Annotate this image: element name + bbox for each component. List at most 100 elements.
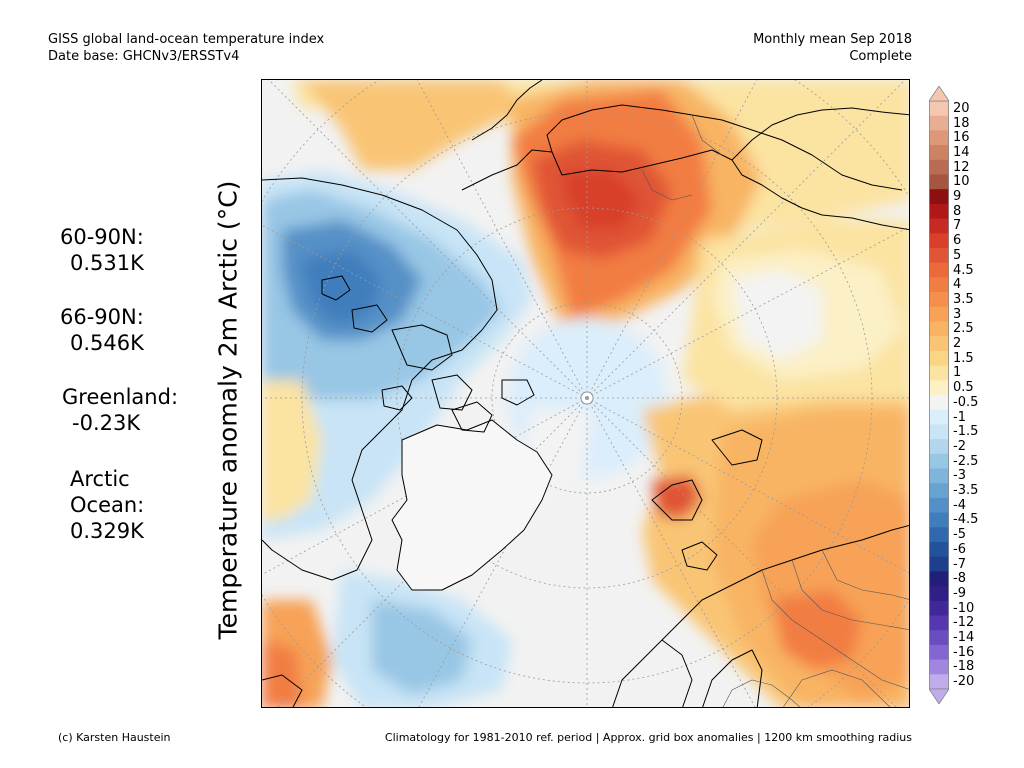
colorbar-swatch — [929, 615, 949, 631]
colorbar-swatch — [929, 233, 949, 249]
colorbar-tick-label: 14 — [953, 144, 970, 160]
colorbar-swatch — [929, 453, 949, 469]
colorbar-swatch — [929, 659, 949, 675]
colorbar-swatch — [929, 189, 949, 205]
colorbar-tick-label: -9 — [953, 585, 966, 601]
stat-label: Arctic Ocean: — [70, 467, 145, 517]
colorbar-swatch — [929, 512, 949, 528]
stat-value: 0.546K — [70, 331, 144, 355]
colorbar-swatch — [929, 218, 949, 234]
colorbar-tick-label: 2.5 — [953, 321, 974, 337]
colorbar-tick-label: -1 — [953, 409, 966, 425]
colorbar-tick-label: -1.5 — [953, 424, 979, 440]
stat-greenland: Greenland: -0.23K — [62, 384, 178, 436]
colorbar-swatch — [929, 556, 949, 572]
colorbar-swatch — [929, 600, 949, 616]
colorbar-swatch — [929, 409, 949, 425]
colorbar-swatch — [929, 350, 949, 366]
colorbar-tick-label: -4.5 — [953, 512, 979, 528]
data-base-label: Date base: GHCNv3/ERSSTv4 — [48, 49, 240, 64]
stat-value: -0.23K — [72, 411, 141, 435]
colorbar-tick-label: 9 — [953, 189, 962, 205]
colorbar-swatch — [929, 483, 949, 499]
colorbar-tick-label: -16 — [953, 644, 975, 660]
colorbar-swatch — [929, 203, 949, 219]
colorbar-tick-label: 3.5 — [953, 291, 974, 307]
axis-label: Temperature anomaly 2m Arctic (°C) — [213, 180, 243, 640]
status-label: Complete — [849, 49, 912, 64]
colorbar-swatch — [929, 586, 949, 602]
colorbar-tick-label: -10 — [953, 600, 975, 616]
map-title: GISS global land-ocean temperature index — [48, 32, 325, 47]
colorbar-tick-label: -12 — [953, 615, 975, 631]
colorbar-tick-label: -0.5 — [953, 394, 979, 410]
stat-label: 66-90N: — [60, 305, 144, 329]
colorbar-tick-label: 10 — [953, 174, 970, 190]
colorbar-swatch — [929, 292, 949, 308]
colorbar-bottom-arrow — [929, 688, 949, 704]
stat-66-90n: 66-90N: 0.546K — [60, 304, 144, 356]
colorbar-tick-label: -7 — [953, 556, 966, 572]
colorbar-swatch — [929, 497, 949, 513]
colorbar-tick-label: 16 — [953, 130, 970, 146]
colorbar — [929, 86, 949, 704]
colorbar-swatch — [929, 571, 949, 587]
colorbar-swatch — [929, 115, 949, 131]
colorbar-tick-label: 12 — [953, 159, 970, 175]
footnote: Climatology for 1981-2010 ref. period | … — [384, 731, 912, 744]
colorbar-tick-label: 20 — [953, 100, 970, 116]
header-right: Monthly mean Sep 2018 Complete — [753, 31, 912, 65]
colorbar-tick-label: -8 — [953, 571, 966, 587]
colorbar-tick-label: -2.5 — [953, 453, 979, 469]
colorbar-swatch — [929, 145, 949, 161]
colorbar-tick-label: 8 — [953, 203, 962, 219]
colorbar-swatch — [929, 262, 949, 278]
colorbar-swatch — [929, 630, 949, 646]
colorbar-swatch — [929, 248, 949, 264]
colorbar-swatch — [929, 439, 949, 455]
stat-arctic-ocean: Arctic Ocean: 0.329K — [70, 466, 144, 544]
anomaly-field — [262, 80, 909, 707]
colorbar-tick-label: 4 — [953, 277, 962, 293]
stat-label: 60-90N: — [60, 225, 144, 249]
colorbar-tick-label: 2 — [953, 336, 962, 352]
colorbar-swatch — [929, 130, 949, 146]
colorbar-swatch — [929, 101, 949, 117]
colorbar-swatch — [929, 527, 949, 543]
colorbar-tick-label: 6 — [953, 233, 962, 249]
colorbar-tick-label: -3.5 — [953, 483, 979, 499]
colorbar-tick-label: -20 — [953, 674, 975, 690]
colorbar-tick-label: -18 — [953, 659, 975, 675]
polar-anomaly-map — [261, 79, 910, 708]
stat-60-90n: 60-90N: 0.531K — [60, 224, 144, 276]
colorbar-swatch — [929, 336, 949, 352]
colorbar-swatch — [929, 321, 949, 337]
colorbar-tick-label: -4 — [953, 497, 966, 513]
colorbar-swatch — [929, 306, 949, 322]
borders — [641, 114, 909, 707]
north-pole-marker — [580, 391, 594, 405]
colorbar-tick-label: 7 — [953, 218, 962, 234]
colorbar-tick-label: 1 — [953, 365, 962, 381]
colorbar-top-arrow — [929, 86, 949, 102]
period-label: Monthly mean Sep 2018 — [753, 32, 912, 47]
coastlines — [262, 80, 909, 707]
colorbar-tick-label: -6 — [953, 541, 966, 557]
colorbar-swatch — [929, 674, 949, 690]
colorbar-tick-label: 3 — [953, 306, 962, 322]
colorbar-tick-label: -5 — [953, 527, 966, 543]
stat-label: Greenland: — [62, 385, 179, 409]
colorbar-swatch — [929, 542, 949, 558]
colorbar-tick-label: -2 — [953, 438, 966, 454]
colorbar-tick-label: -14 — [953, 630, 975, 646]
stat-value: 0.531K — [70, 251, 144, 275]
colorbar-swatch — [929, 380, 949, 396]
colorbar-swatch — [929, 159, 949, 175]
colorbar-swatch — [929, 277, 949, 293]
colorbar-tick-label: 1.5 — [953, 350, 974, 366]
colorbar-tick-label: 5 — [953, 247, 962, 263]
copyright: (c) Karsten Haustein — [58, 731, 171, 744]
header-left: GISS global land-ocean temperature index… — [48, 31, 324, 65]
colorbar-swatch — [929, 395, 949, 411]
colorbar-tick-label: 0.5 — [953, 380, 974, 396]
